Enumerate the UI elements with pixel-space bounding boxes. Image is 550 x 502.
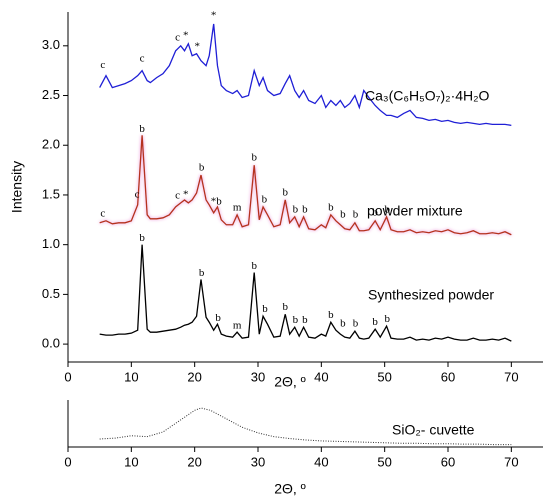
series-label: Ca₃(C₆H₅O₇)₂·4H₂O xyxy=(365,88,490,104)
annotation: b xyxy=(139,232,145,244)
annotation: b xyxy=(384,313,390,325)
y-tick-label: 3.0 xyxy=(42,37,60,52)
x-tick-label: 70 xyxy=(504,369,518,384)
annotation: c xyxy=(175,189,180,201)
annotation: c xyxy=(140,52,145,64)
annotation: b xyxy=(328,201,334,213)
annotation: b xyxy=(139,123,145,135)
annotation: b xyxy=(353,208,359,220)
x-tick-label: 50 xyxy=(377,454,391,469)
y-tick-label: 2.5 xyxy=(42,87,60,102)
annotation: b xyxy=(340,208,346,220)
series-label: Synthesized powder xyxy=(368,287,494,303)
annotation: m xyxy=(233,320,242,332)
annotation: b xyxy=(251,152,257,164)
annotation: c xyxy=(135,188,140,200)
x-tick-label: 40 xyxy=(314,454,328,469)
annotation: *b xyxy=(211,195,223,207)
annotation: c xyxy=(100,207,105,219)
series-label: SiO₂- cuvette xyxy=(392,422,475,438)
x-tick-label: 10 xyxy=(124,454,138,469)
y-tick-label: 0.5 xyxy=(42,286,60,301)
annotation: b xyxy=(282,186,288,198)
annotation: b xyxy=(262,193,268,205)
x-tick-label: 20 xyxy=(187,369,201,384)
annotation: b xyxy=(282,301,288,313)
y-tick-label: 2.0 xyxy=(42,137,60,152)
annotation: b xyxy=(302,314,308,326)
x-tick-label: 30 xyxy=(251,454,265,469)
x-tick-label: 60 xyxy=(441,369,455,384)
y-tick-label: 1.5 xyxy=(42,186,60,201)
annotation: b xyxy=(302,203,308,215)
annotation: c xyxy=(100,59,105,71)
x-tick-label: 40 xyxy=(314,369,328,384)
annotation: b xyxy=(199,267,205,279)
annotation: b xyxy=(293,314,299,326)
series-line xyxy=(99,244,512,342)
annotation: b xyxy=(353,318,359,330)
annotation: m xyxy=(233,201,242,213)
annotation: * xyxy=(211,10,217,22)
annotation: b xyxy=(199,162,205,174)
x-axis-label: 2Θ, º xyxy=(274,481,306,497)
annotation: * xyxy=(194,40,200,52)
x-tick-label: 0 xyxy=(64,454,71,469)
y-tick-label: 1.0 xyxy=(42,236,60,251)
x-tick-label: 70 xyxy=(504,454,518,469)
series-label: powder mixture xyxy=(367,203,463,219)
annotation: b xyxy=(215,312,221,324)
annotation: b xyxy=(372,206,378,218)
annotation: c xyxy=(175,31,180,43)
x-tick-label: 50 xyxy=(377,369,391,384)
x-tick-label: 60 xyxy=(441,454,455,469)
x-tick-label: 20 xyxy=(187,454,201,469)
annotation: * xyxy=(183,29,189,41)
y-axis-label: Intensity xyxy=(9,161,25,213)
y-tick-label: 0.0 xyxy=(42,336,60,351)
annotation: b xyxy=(262,303,268,315)
annotation: b xyxy=(251,260,257,272)
x-axis-label: 2Θ, º xyxy=(274,374,306,390)
series-line xyxy=(99,135,512,236)
x-tick-label: 10 xyxy=(124,369,138,384)
x-tick-label: 0 xyxy=(64,369,71,384)
annotation: b xyxy=(293,203,299,215)
annotation: b xyxy=(384,203,390,215)
annotation: b xyxy=(340,318,346,330)
annotation: * xyxy=(183,188,189,200)
x-tick-label: 30 xyxy=(251,369,265,384)
annotation: b xyxy=(372,316,378,328)
series-line xyxy=(99,23,512,126)
annotation: b xyxy=(328,309,334,321)
